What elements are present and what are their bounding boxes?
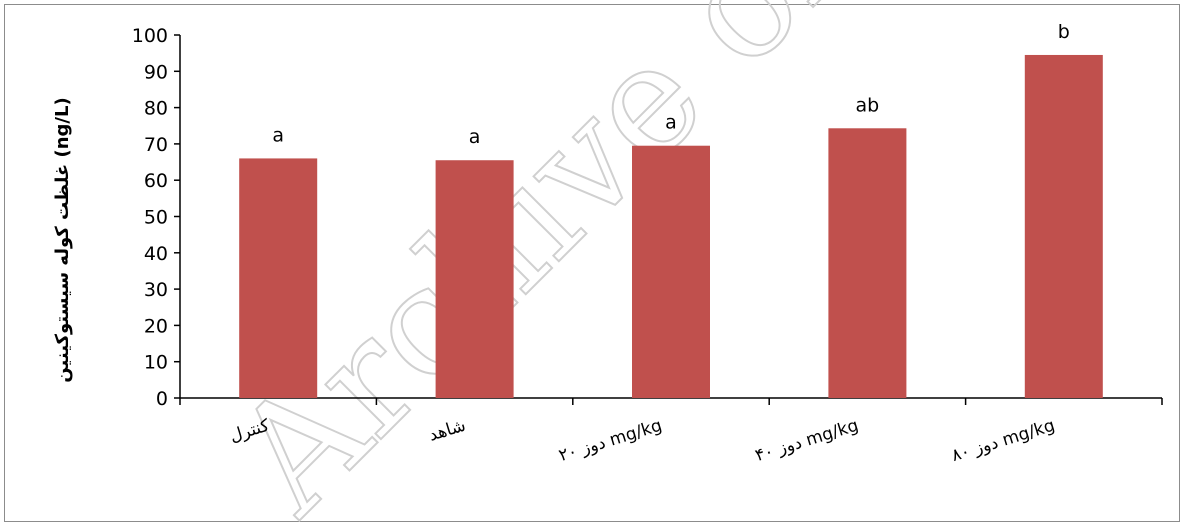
y-tick-label: 10 — [144, 352, 168, 374]
y-tick-label: 40 — [144, 243, 168, 265]
y-tick-label: 90 — [144, 61, 168, 83]
y-axis-label: غلظت کوله سیستوکینین (ng/L) — [52, 97, 73, 382]
bar — [828, 128, 907, 398]
y-tick-label: 50 — [144, 207, 168, 229]
y-tick-label: 20 — [144, 315, 168, 337]
chart-frame — [4, 4, 1180, 522]
data-label: a — [665, 112, 677, 134]
y-tick-label: 100 — [132, 25, 168, 47]
bar — [632, 145, 710, 398]
bar — [239, 158, 318, 398]
x-tick-label: دوز ۸۰ mg/kg — [949, 416, 1057, 466]
data-label: ab — [856, 94, 880, 116]
bar — [435, 160, 514, 398]
data-label: b — [1058, 21, 1070, 43]
bars — [239, 54, 1103, 399]
y-tick-label: 0 — [156, 388, 168, 410]
data-label: a — [469, 126, 481, 148]
y-tick-label: 30 — [144, 279, 168, 301]
data-label: a — [272, 124, 284, 146]
x-tick-label: دوز ۲۰ mg/kg — [556, 416, 664, 466]
x-tick-label: دوز ۴۰ mg/kg — [753, 416, 861, 466]
y-tick-label: 70 — [144, 134, 168, 156]
y-tick-label: 80 — [144, 98, 168, 120]
bar — [1024, 54, 1103, 399]
y-tick-label: 60 — [144, 170, 168, 192]
